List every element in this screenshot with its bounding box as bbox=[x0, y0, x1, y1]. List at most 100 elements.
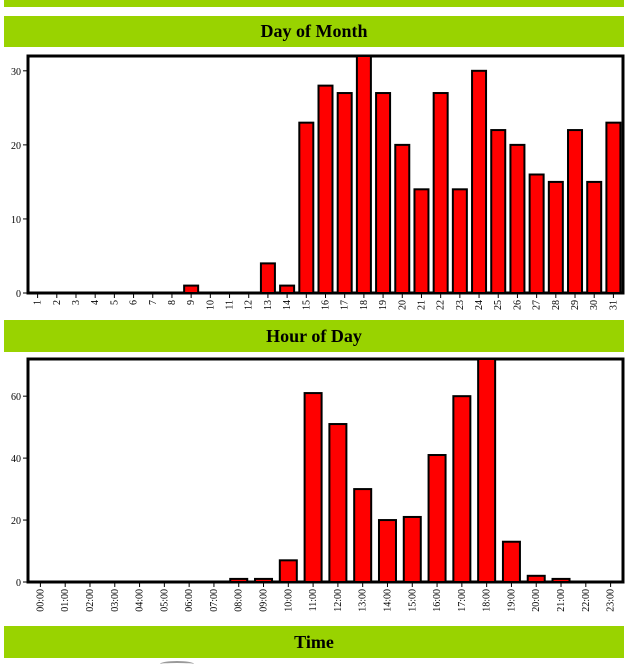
day-x-tick-label: 19 bbox=[378, 300, 389, 310]
day-x-tick-label: 5 bbox=[109, 300, 120, 305]
hour-bar bbox=[501, 540, 521, 584]
day-of-month-header: Day of Month bbox=[4, 16, 624, 47]
hour-x-tick-label: 22:00 bbox=[581, 589, 592, 612]
hour-y-tick-label: 40 bbox=[11, 454, 21, 465]
day-bar bbox=[279, 284, 296, 294]
hour-x-tick-label: 02:00 bbox=[85, 589, 96, 612]
hour-x-tick-label: 19:00 bbox=[506, 589, 517, 612]
day-x-tick-label: 23 bbox=[455, 300, 466, 310]
hour-x-tick-label: 12:00 bbox=[333, 589, 344, 612]
hour-of-day-chart: 0 20 40 60 00:00 01:00 02:00 03:00 04:00 05:00 06:… bbox=[11, 357, 625, 612]
day-bar bbox=[259, 262, 276, 294]
hour-bar bbox=[526, 574, 546, 584]
hour-bar bbox=[427, 454, 447, 583]
day-bar bbox=[567, 129, 584, 294]
hour-bar bbox=[229, 577, 249, 583]
day-x-tick-label: 4 bbox=[90, 300, 101, 305]
day-x-tick-label: 27 bbox=[532, 300, 543, 310]
day-bar bbox=[528, 173, 545, 294]
hour-x-tick-label: 03:00 bbox=[110, 589, 121, 612]
day-x-tick-label: 22 bbox=[436, 300, 447, 310]
hour-x-tick-label: 13:00 bbox=[358, 589, 369, 612]
day-x-tick-label: 14 bbox=[282, 300, 293, 310]
day-bar bbox=[375, 92, 392, 294]
hour-bar bbox=[402, 515, 422, 583]
hour-x-tick-label: 21:00 bbox=[556, 589, 567, 612]
hour-bar bbox=[254, 577, 274, 583]
day-bar bbox=[336, 92, 353, 294]
time-header: Time bbox=[4, 626, 624, 658]
day-x-tick-label: 20 bbox=[397, 300, 408, 310]
day-x-tick-label: 17 bbox=[340, 300, 351, 310]
hour-x-tick-label: 06:00 bbox=[184, 589, 195, 612]
day-bar bbox=[298, 121, 315, 294]
hour-y-tick-label: 20 bbox=[11, 516, 21, 527]
day-bar bbox=[547, 180, 564, 294]
hour-bar bbox=[278, 559, 298, 583]
hour-bar bbox=[303, 392, 323, 583]
day-x-tick-label: 30 bbox=[589, 300, 600, 310]
day-y-tick-label: 30 bbox=[11, 67, 21, 78]
hour-bar bbox=[551, 577, 571, 583]
hour-bar bbox=[477, 358, 497, 583]
hour-bar bbox=[353, 488, 373, 583]
day-x-tick-label: 8 bbox=[167, 300, 178, 305]
hour-x-tick-label: 18:00 bbox=[482, 589, 493, 612]
hour-x-tick-label: 16:00 bbox=[432, 589, 443, 612]
day-bar bbox=[490, 129, 507, 294]
hour-of-day-header: Hour of Day bbox=[4, 320, 624, 352]
day-y-tick-label: 20 bbox=[11, 141, 21, 152]
day-bar bbox=[605, 121, 622, 294]
day-x-tick-label: 1 bbox=[33, 300, 44, 305]
hour-bar bbox=[377, 519, 397, 583]
day-x-tick-label: 12 bbox=[244, 300, 255, 310]
hour-bar bbox=[328, 423, 348, 583]
day-x-tick-label: 31 bbox=[608, 300, 619, 310]
hour-y-tick-label: 60 bbox=[11, 392, 21, 403]
hour-x-tick-label: 01:00 bbox=[60, 589, 71, 612]
hour-x-tick-label: 00:00 bbox=[35, 589, 46, 612]
day-bar bbox=[586, 180, 603, 294]
day-x-tick-label: 25 bbox=[493, 300, 504, 310]
day-x-tick-label: 10 bbox=[205, 300, 216, 310]
hour-y-tick-label: 0 bbox=[16, 578, 21, 589]
day-y-tick-label: 0 bbox=[16, 289, 21, 300]
day-bar bbox=[394, 143, 411, 294]
day-bar bbox=[317, 84, 334, 294]
day-x-tick-label: 3 bbox=[71, 300, 82, 305]
day-x-tick-label: 15 bbox=[301, 300, 312, 310]
day-bar bbox=[509, 143, 526, 294]
day-y-tick-label: 10 bbox=[11, 215, 21, 226]
day-bar bbox=[355, 55, 372, 294]
day-x-tick-label: 28 bbox=[551, 300, 562, 310]
hour-x-tick-label: 04:00 bbox=[135, 589, 146, 612]
hour-x-tick-label: 15:00 bbox=[407, 589, 418, 612]
hour-x-tick-label: 17:00 bbox=[457, 589, 468, 612]
day-x-tick-label: 29 bbox=[570, 300, 581, 310]
hour-x-tick-label: 11:00 bbox=[308, 589, 319, 611]
hour-x-tick-label: 08:00 bbox=[234, 589, 245, 612]
day-x-tick-label: 16 bbox=[321, 300, 332, 310]
hour-x-tick-label: 09:00 bbox=[259, 589, 270, 612]
day-bar bbox=[413, 188, 430, 294]
day-x-tick-label: 24 bbox=[474, 300, 485, 310]
day-x-tick-label: 26 bbox=[512, 300, 523, 310]
hour-x-tick-label: 23:00 bbox=[606, 589, 617, 612]
top-header-strip bbox=[4, 0, 624, 7]
day-x-tick-label: 11 bbox=[225, 300, 236, 310]
hour-x-tick-label: 05:00 bbox=[159, 589, 170, 612]
day-x-tick-label: 2 bbox=[52, 300, 63, 305]
hour-x-tick-label: 07:00 bbox=[209, 589, 220, 612]
day-x-tick-label: 18 bbox=[359, 300, 370, 310]
day-x-tick-label: 7 bbox=[148, 300, 159, 305]
day-x-tick-label: 6 bbox=[129, 300, 140, 305]
day-x-tick-label: 21 bbox=[416, 300, 427, 310]
hour-bar bbox=[452, 395, 472, 583]
day-bar bbox=[432, 92, 449, 294]
day-bar bbox=[471, 69, 488, 294]
partial-graphic bbox=[160, 661, 194, 667]
hour-x-tick-label: 14:00 bbox=[382, 589, 393, 612]
day-x-tick-label: 9 bbox=[186, 300, 197, 305]
hour-plot-frame bbox=[26, 357, 625, 584]
